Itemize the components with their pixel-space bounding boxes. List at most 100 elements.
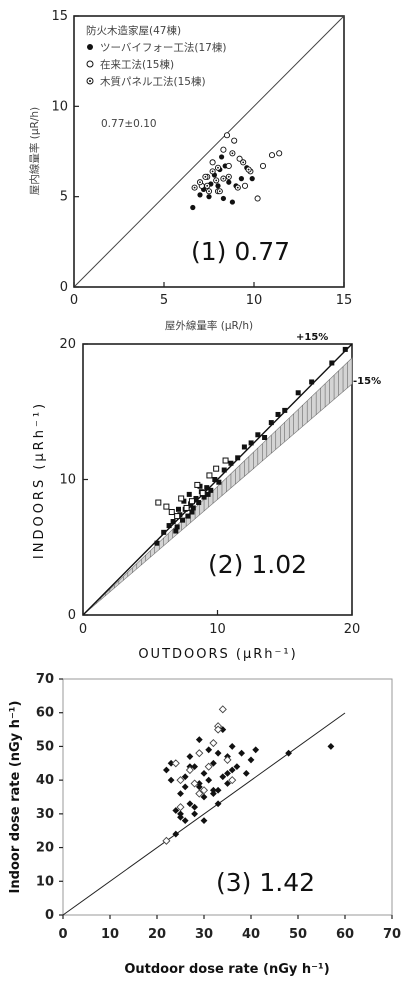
panel-2-point xyxy=(343,347,348,352)
panel-2-point xyxy=(164,504,169,509)
panel-3-point xyxy=(205,777,212,784)
panel-3-point xyxy=(201,770,208,777)
panel-1-xtick-label: 5 xyxy=(160,293,168,308)
panel-1-point xyxy=(232,138,237,143)
panel-1-point xyxy=(226,163,231,168)
panel-3-ytick-label: 0 xyxy=(45,908,54,923)
panel-1-point xyxy=(277,151,282,156)
panel-3-xtick-label: 70 xyxy=(383,927,401,942)
panel-1-point xyxy=(221,147,226,152)
panel-3-ylabel: Indoor dose rate (nGy h⁻¹) xyxy=(8,701,23,894)
panel-2-point xyxy=(296,390,301,395)
panel-2-point xyxy=(179,496,184,501)
panel-1-point xyxy=(242,161,244,163)
panel-1-points xyxy=(190,133,282,210)
panel-1-legend-marker-filled xyxy=(87,44,93,50)
panel-1-point xyxy=(219,154,224,159)
panel-1-point xyxy=(260,163,265,168)
panel-3-point xyxy=(215,750,222,757)
panel-2-point xyxy=(175,514,180,519)
panel-1-point xyxy=(210,160,215,165)
panel-3-xtick-label: 30 xyxy=(195,927,213,942)
panel-1-ytick-label: 10 xyxy=(51,99,68,114)
panel-2-point xyxy=(276,412,281,417)
panel-1-point xyxy=(224,133,229,138)
panel-2-xtick-label: 20 xyxy=(344,622,361,637)
panel-2-xtick-label: 10 xyxy=(209,622,226,637)
panel-3-point xyxy=(210,740,217,747)
panel-1-point xyxy=(239,176,244,181)
panel-3-point xyxy=(328,743,335,750)
panel-2-point xyxy=(207,473,212,478)
panel-1-ylabel: 屋内線量率 (μR/h) xyxy=(28,107,41,195)
panel-2-point xyxy=(189,499,194,504)
panel-2-point xyxy=(171,519,176,524)
panel-3-point xyxy=(187,753,194,760)
panel-3-point xyxy=(201,817,208,824)
panel-1-point xyxy=(206,185,208,187)
panel-1-point xyxy=(206,194,211,199)
panel-1-point xyxy=(226,180,231,185)
panel-3-ytick-label: 20 xyxy=(36,841,54,856)
panel-1-point xyxy=(199,181,201,183)
panel-2-ytick-label: 10 xyxy=(59,473,76,488)
panel-2-point xyxy=(206,492,211,497)
panel-2-point xyxy=(173,528,178,533)
panel-3-point xyxy=(177,790,184,797)
panel-2-xtick-label: 0 xyxy=(79,622,87,637)
panel-2-point xyxy=(176,507,181,512)
panel-3-ytick-label: 60 xyxy=(36,706,54,721)
panel-1-xtick-label: 10 xyxy=(246,293,263,308)
panel-2-point xyxy=(161,530,166,535)
panel-1-legend: ツーバイフォー工法(17棟) 在来工法(15棟) 木質パネル工法(15棟) xyxy=(87,41,226,88)
panel-2-point xyxy=(200,491,205,496)
panel-3-ytick-label: 30 xyxy=(36,807,54,822)
panel-1-point xyxy=(232,152,234,154)
panel-3-ytick-label: 70 xyxy=(36,672,54,687)
panel-2-point xyxy=(180,518,185,523)
panel-1-point xyxy=(205,176,207,178)
panel-1: 防火木造家屋(47棟) ツーバイフォー工法(17棟) 在来工法(15棟) 木質パ… xyxy=(28,9,352,332)
panel-2-ytick-label: 0 xyxy=(68,608,76,623)
panel-2-point xyxy=(255,432,260,437)
panel-3-point xyxy=(219,706,226,713)
panel-2-point xyxy=(187,492,192,497)
panel-2-point xyxy=(235,455,240,460)
panel-3: Outdoor dose rate (nGy h⁻¹) Indoor dose … xyxy=(8,672,401,977)
panel-3-point xyxy=(252,746,259,753)
panel-3-ytick-label: 40 xyxy=(36,773,54,788)
panel-1-legend-marker-open xyxy=(87,61,93,67)
panel-2-ylabel: INDOORS (μRh⁻¹) xyxy=(32,401,47,559)
panel-2-point xyxy=(309,379,314,384)
panel-2-point xyxy=(156,500,161,505)
panel-2-point xyxy=(196,500,201,505)
panel-3-point xyxy=(163,767,170,774)
panel-1-point xyxy=(250,176,255,181)
panel-3-ytick-label: 10 xyxy=(36,874,54,889)
panel-1-stat-text: 0.77±0.10 xyxy=(101,118,157,130)
panel-1-ytick-label: 0 xyxy=(60,280,68,295)
panel-3-point xyxy=(191,810,198,817)
panel-1-point xyxy=(212,170,214,172)
panel-1-point xyxy=(269,153,274,158)
panel-1-point xyxy=(208,190,210,192)
panel-2-point xyxy=(184,505,189,510)
panel-3-xtick-label: 50 xyxy=(289,927,307,942)
panel-3-point xyxy=(196,736,203,743)
panel-1-point xyxy=(242,183,247,188)
panel-1-point xyxy=(237,187,239,189)
panel-3-point xyxy=(243,770,250,777)
panel-3-point xyxy=(238,750,245,757)
panel-1-ratio-label: (1) 0.77 xyxy=(191,237,290,266)
panel-3-xtick-label: 10 xyxy=(101,927,119,942)
panel-3-ytick-label: 50 xyxy=(36,739,54,754)
panel-2-band-label-lower: -15% xyxy=(353,376,381,387)
panel-2-ytick-label: 20 xyxy=(59,337,76,352)
panel-3-point xyxy=(172,760,179,767)
panel-3-xtick-label: 0 xyxy=(58,927,67,942)
panel-3-point xyxy=(205,746,212,753)
panel-2-xlabel: OUTDOORS (μRh⁻¹) xyxy=(138,647,297,662)
panel-1-legend-label-3: 木質パネル工法(15棟) xyxy=(100,75,206,88)
panel-2-point xyxy=(262,435,267,440)
